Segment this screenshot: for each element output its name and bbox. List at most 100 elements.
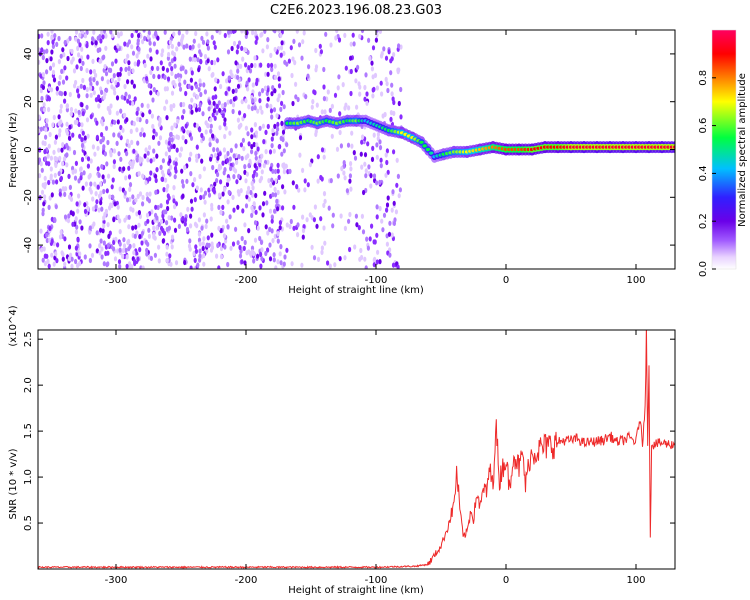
noise-speckle-dot — [265, 103, 269, 109]
noise-speckle-dot — [88, 257, 92, 264]
noise-speckle-dot — [173, 217, 177, 223]
noise-speckle-dot — [173, 56, 177, 62]
noise-speckle-dot — [291, 180, 295, 186]
noise-speckle-dot — [137, 33, 141, 39]
noise-speckle-dot — [214, 77, 218, 83]
noise-speckle-dot — [70, 256, 74, 262]
noise-speckle-dot — [273, 88, 277, 94]
noise-speckle-dot — [247, 104, 251, 110]
noise-speckle-dot — [268, 149, 273, 155]
noise-speckle-dot — [198, 127, 202, 133]
noise-speckle-dot — [128, 186, 132, 192]
noise-speckle-dot — [42, 80, 46, 86]
noise-speckle-dot — [246, 49, 250, 56]
noise-speckle-dot — [270, 228, 274, 234]
noise-speckle-dot — [215, 178, 219, 184]
noise-speckle-dot — [312, 217, 316, 223]
noise-speckle-dot — [49, 155, 54, 161]
noise-speckle-dot — [254, 30, 258, 36]
noise-speckle-dot — [149, 90, 153, 96]
noise-speckle-dot — [273, 168, 278, 175]
noise-speckle-dot — [396, 173, 400, 179]
noise-speckle-dot — [240, 235, 244, 242]
noise-speckle-dot — [245, 194, 249, 200]
noise-speckle-dot — [364, 173, 368, 179]
noise-speckle-dot — [65, 75, 69, 81]
noise-speckle-dot — [212, 100, 216, 106]
noise-speckle-dot — [247, 185, 251, 191]
noise-speckle-dot — [238, 110, 242, 116]
noise-speckle-dot — [126, 42, 130, 48]
noise-speckle-dot — [270, 177, 274, 183]
noise-speckle-dot — [58, 90, 62, 96]
noise-speckle-dot — [38, 157, 42, 163]
noise-speckle-dot — [123, 112, 127, 118]
noise-speckle-dot — [274, 74, 278, 80]
noise-speckle-dot — [319, 174, 323, 181]
noise-speckle-dot — [285, 142, 289, 148]
noise-speckle-dot — [276, 168, 280, 174]
noise-speckle-dot — [70, 263, 74, 269]
noise-speckle-dot — [78, 219, 82, 225]
noise-speckle-dot — [54, 251, 58, 257]
noise-speckle-dot — [279, 52, 283, 58]
noise-speckle-dot — [364, 72, 368, 78]
noise-speckle-dot — [164, 177, 168, 183]
noise-speckle-dot — [40, 189, 45, 195]
noise-speckle-dot — [112, 132, 116, 138]
noise-speckle-dot — [283, 254, 287, 260]
noise-speckle-dot — [266, 96, 270, 102]
noise-speckle-dot — [115, 140, 119, 146]
noise-speckle-dot — [88, 85, 93, 91]
noise-speckle-dot — [47, 96, 52, 102]
colorbar: 0.0 0.2 0.4 0.6 0.8 Normalized spectral ampl… — [698, 29, 748, 277]
signal-ridge — [283, 114, 675, 163]
noise-speckle-dot — [371, 93, 375, 99]
noise-speckle-dot — [140, 230, 145, 236]
noise-speckle-dot — [169, 132, 173, 138]
noise-speckle-dot — [85, 104, 89, 110]
noise-speckle-dot — [258, 205, 262, 211]
noise-speckle-dot — [185, 178, 189, 184]
noise-speckle-dot — [229, 30, 233, 35]
noise-speckle-dot — [83, 208, 88, 214]
noise-speckle-dot — [161, 48, 165, 54]
noise-speckle-dot — [364, 168, 368, 174]
noise-speckle-dot — [372, 257, 376, 263]
noise-speckle-dot — [141, 39, 145, 45]
noise-speckle-dot — [385, 159, 389, 166]
noise-speckle-dot — [159, 203, 163, 209]
noise-speckle-dot — [223, 244, 227, 250]
ridge-core — [429, 151, 434, 155]
noise-speckle-dot — [157, 244, 161, 250]
noise-speckle-dot — [197, 231, 201, 237]
noise-speckle-dot — [148, 40, 152, 46]
noise-speckle-dot — [202, 82, 206, 88]
noise-speckle-dot — [160, 169, 165, 175]
noise-speckle-dot — [146, 103, 150, 109]
noise-speckle-dot — [361, 229, 366, 235]
noise-speckle-dot — [141, 265, 145, 269]
noise-speckle-dot — [53, 139, 58, 145]
noise-speckle-dot — [203, 199, 207, 205]
noise-speckle-dot — [38, 59, 41, 65]
noise-speckle-dot — [54, 204, 58, 210]
noise-speckle-dot — [297, 42, 302, 48]
noise-speckle-dot — [180, 168, 184, 174]
noise-speckle-dot — [219, 179, 223, 185]
noise-speckle-dot — [213, 115, 217, 121]
noise-speckle-dot — [244, 47, 248, 53]
noise-speckle-dot — [256, 108, 260, 114]
noise-speckle-dot — [51, 62, 56, 68]
noise-speckle-dot — [236, 44, 240, 50]
noise-speckle-dot — [303, 178, 307, 184]
noise-speckle-dot — [251, 30, 255, 36]
noise-speckle-dot — [198, 102, 202, 108]
noise-speckle-dot — [385, 207, 389, 213]
colorbar-tick-label: 0.0 — [698, 261, 709, 277]
spectrogram-y-label: Frequency (Hz) — [8, 112, 19, 188]
noise-speckle-dot — [337, 74, 341, 80]
noise-speckle-dot — [313, 90, 317, 96]
noise-speckle-dot — [42, 107, 47, 113]
noise-speckle-dot — [397, 43, 401, 49]
